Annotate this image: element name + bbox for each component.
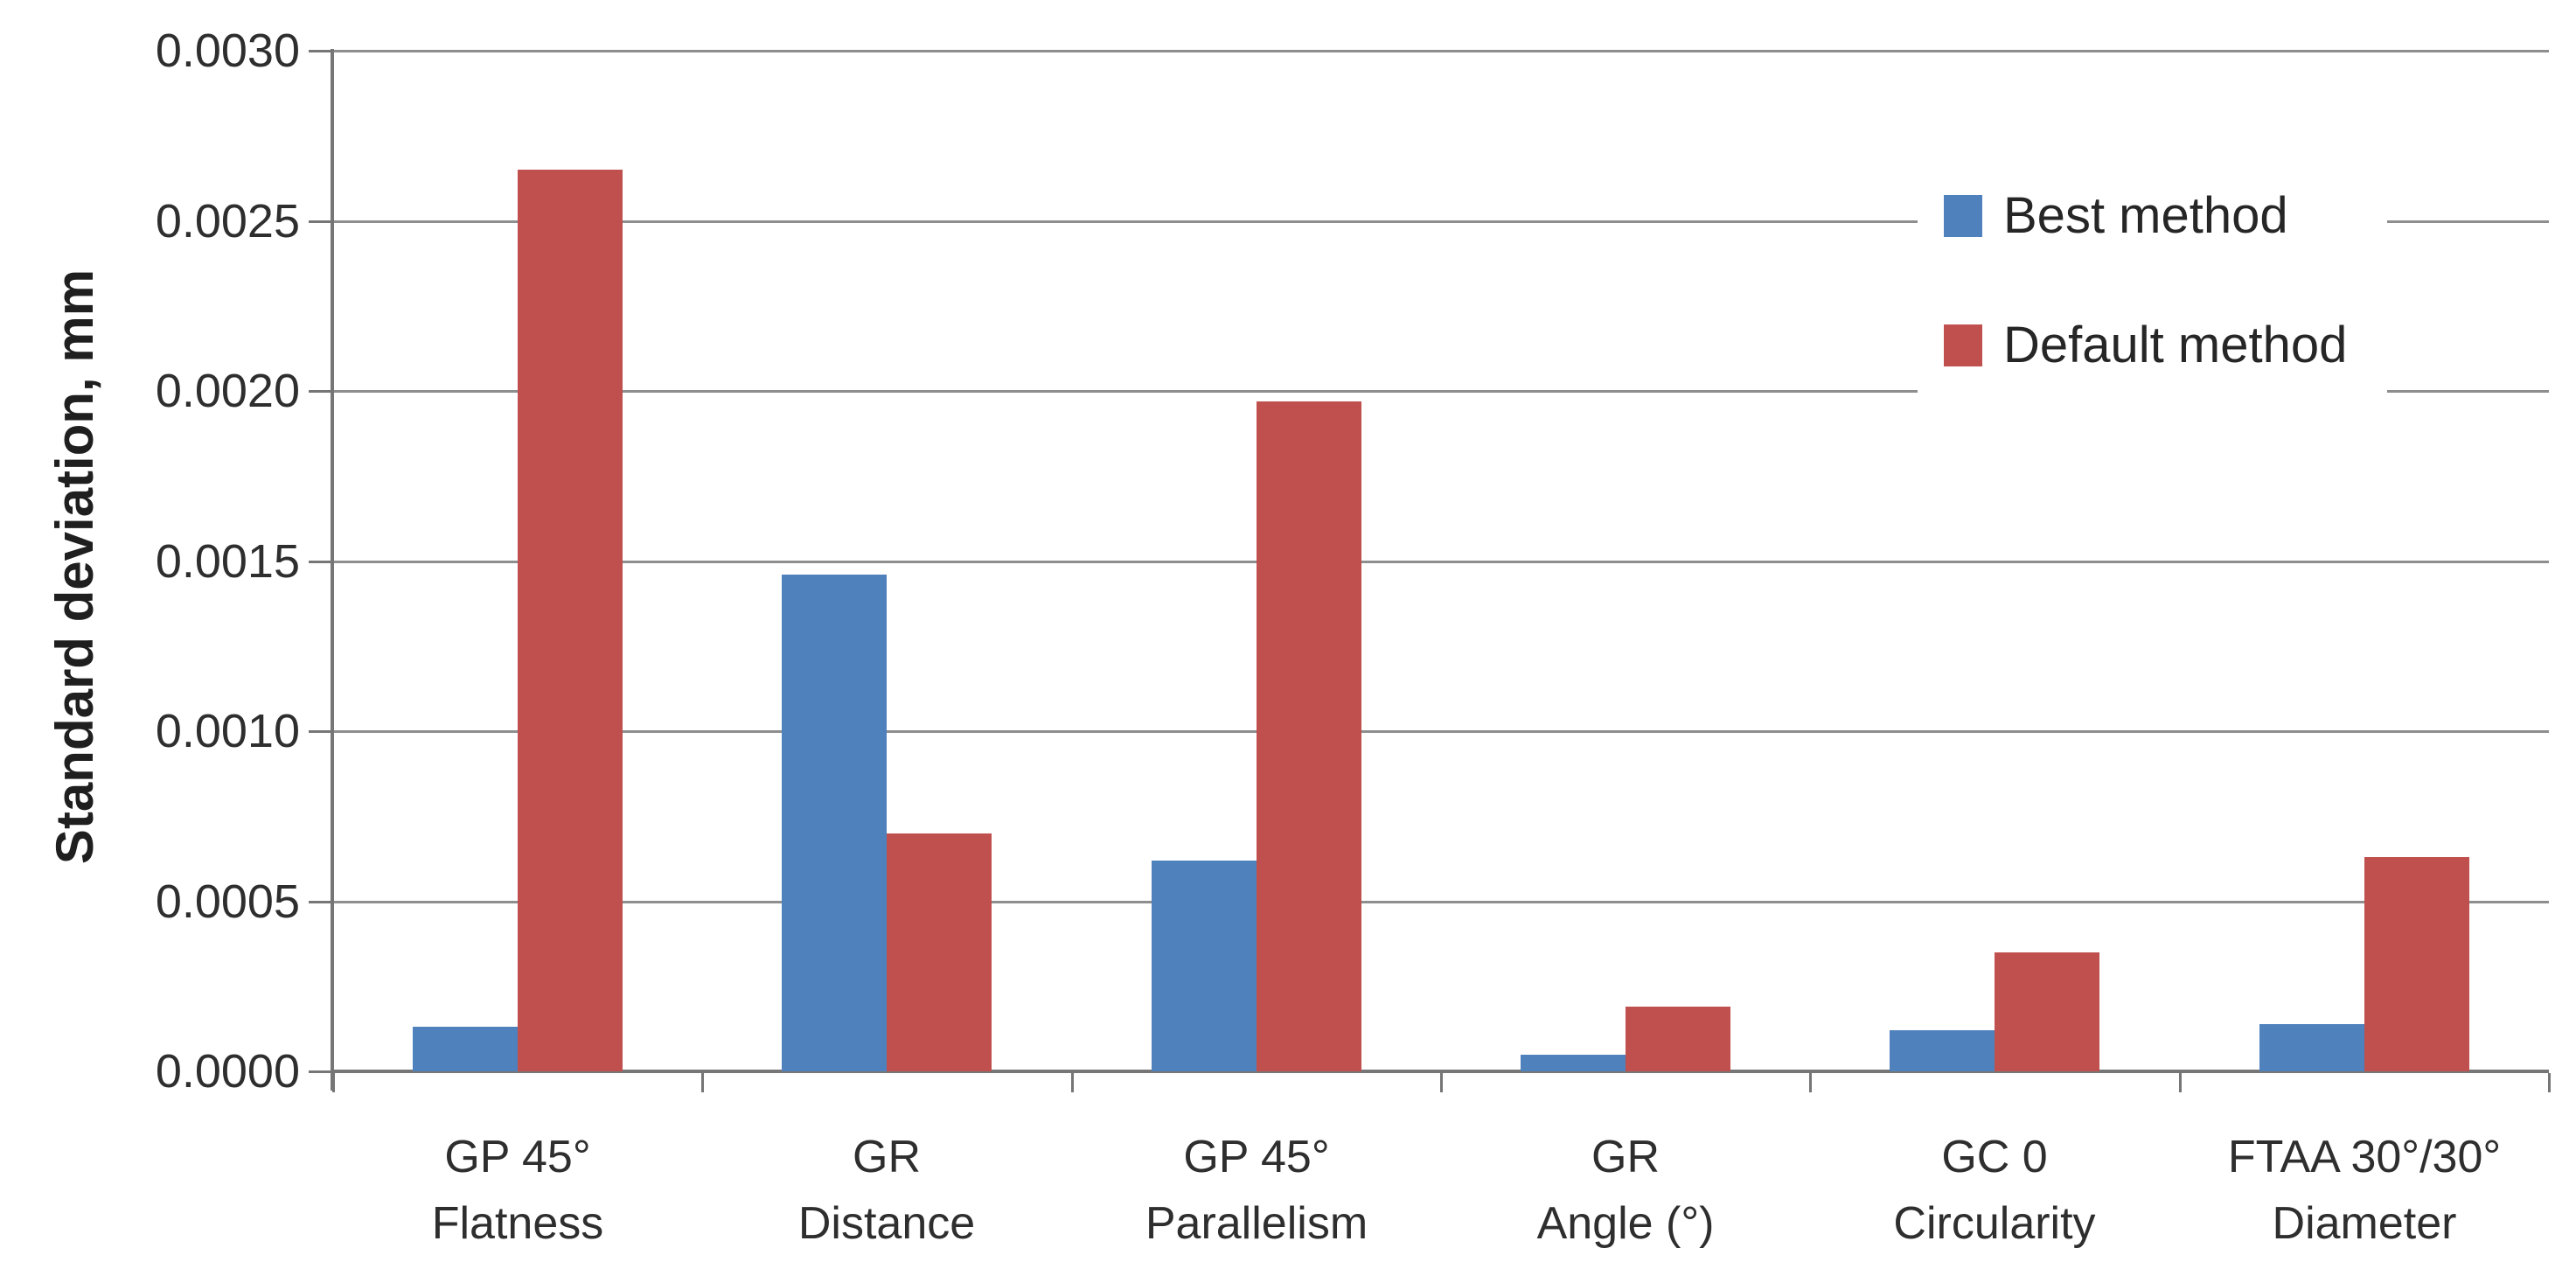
y-tick-label: 0.0020 bbox=[155, 365, 300, 417]
x-category-label-line: GR bbox=[1591, 1132, 1660, 1182]
x-axis-tick bbox=[1440, 1073, 1443, 1092]
legend-item-best-method: Best method bbox=[1944, 188, 2347, 244]
y-tick-label: 0.0030 bbox=[155, 24, 300, 77]
x-category-label-line: GR bbox=[853, 1132, 921, 1182]
y-tick-label: 0.0000 bbox=[155, 1045, 300, 1098]
x-category-label-line: Distance bbox=[797, 1198, 976, 1249]
x-axis-tick bbox=[701, 1073, 704, 1092]
x-axis-tick bbox=[2179, 1073, 2182, 1092]
gridline-0.0015 bbox=[333, 561, 2549, 563]
x-category-label-line: Parallelism bbox=[1145, 1198, 1368, 1249]
y-axis-tick bbox=[309, 561, 333, 563]
legend-swatch-default-method bbox=[1944, 324, 1982, 366]
bar-best-method-ftaa-30-30-diameter bbox=[2259, 1024, 2364, 1071]
bar-default-method-gc-0-circularity bbox=[1995, 952, 2099, 1071]
y-axis-tick bbox=[309, 901, 333, 903]
x-category-label: GP 45° Flatness bbox=[333, 1124, 702, 1257]
y-axis-line bbox=[331, 49, 334, 1091]
y-tick-label: 0.0025 bbox=[155, 195, 300, 248]
x-category-label-line: FTAA 30°/30° bbox=[2227, 1132, 2502, 1182]
x-axis-tick bbox=[1071, 1073, 1074, 1092]
y-axis-tick bbox=[309, 730, 333, 733]
bar-default-method-gr-distance bbox=[887, 833, 992, 1071]
x-category-label: GR Distance bbox=[702, 1124, 1071, 1257]
bar-best-method-gc-0-circularity bbox=[1890, 1030, 1995, 1071]
gridline-0.0010 bbox=[333, 730, 2549, 733]
x-category-label-line: GC 0 bbox=[1941, 1132, 2048, 1182]
x-category-label: GC 0 Circularity bbox=[1810, 1124, 2179, 1257]
x-axis-tick bbox=[1809, 1073, 1812, 1092]
x-category-label: GR Angle (°) bbox=[1441, 1124, 1810, 1257]
legend-swatch-best-method bbox=[1944, 195, 1982, 237]
gridline-0.0030 bbox=[333, 50, 2549, 52]
y-axis-tick bbox=[309, 390, 333, 393]
bar-best-method-gp-45-flatness bbox=[413, 1027, 518, 1071]
x-category-label-line: Flatness bbox=[431, 1198, 604, 1249]
x-category-label-line: Angle (°) bbox=[1536, 1198, 1715, 1249]
x-category-label-line: Diameter bbox=[2272, 1198, 2457, 1249]
gridline-0.0020 bbox=[333, 390, 2549, 393]
y-axis-tick bbox=[309, 50, 333, 52]
bar-best-method-gr-distance bbox=[782, 575, 887, 1071]
legend-label: Default method bbox=[2003, 317, 2348, 373]
bar-default-method-gp-45-flatness bbox=[518, 170, 623, 1071]
x-category-label: FTAA 30°/30° Diameter bbox=[2180, 1124, 2549, 1257]
y-tick-label: 0.0010 bbox=[155, 705, 300, 757]
bar-best-method-gp-45-parallelism bbox=[1152, 861, 1257, 1071]
x-axis-line bbox=[331, 1070, 2549, 1073]
bar-best-method-gr-angle bbox=[1521, 1055, 1626, 1071]
x-category-label: GP 45° Parallelism bbox=[1072, 1124, 1441, 1257]
y-axis-tick bbox=[309, 1070, 333, 1073]
legend: Best method Default method bbox=[1918, 179, 2388, 396]
x-axis-tick bbox=[2548, 1073, 2551, 1092]
bar-default-method-gr-angle bbox=[1626, 1007, 1730, 1071]
x-category-label-line: GP 45° bbox=[1183, 1132, 1330, 1182]
y-tick-label: 0.0015 bbox=[155, 535, 300, 588]
x-category-label-line: GP 45° bbox=[444, 1132, 591, 1182]
x-category-label-line: Circularity bbox=[1893, 1198, 2096, 1249]
gridline-0.0005 bbox=[333, 901, 2549, 903]
legend-label: Best method bbox=[2003, 187, 2288, 244]
y-axis-tick bbox=[309, 220, 333, 223]
y-tick-label: 0.0005 bbox=[155, 875, 300, 928]
x-axis-tick bbox=[332, 1073, 335, 1092]
legend-item-default-method: Default method bbox=[1944, 317, 2347, 373]
bar-default-method-gp-45-parallelism bbox=[1257, 401, 1361, 1071]
gridline-0.0025 bbox=[333, 220, 2549, 223]
bar-default-method-ftaa-30-30-diameter bbox=[2364, 857, 2469, 1071]
